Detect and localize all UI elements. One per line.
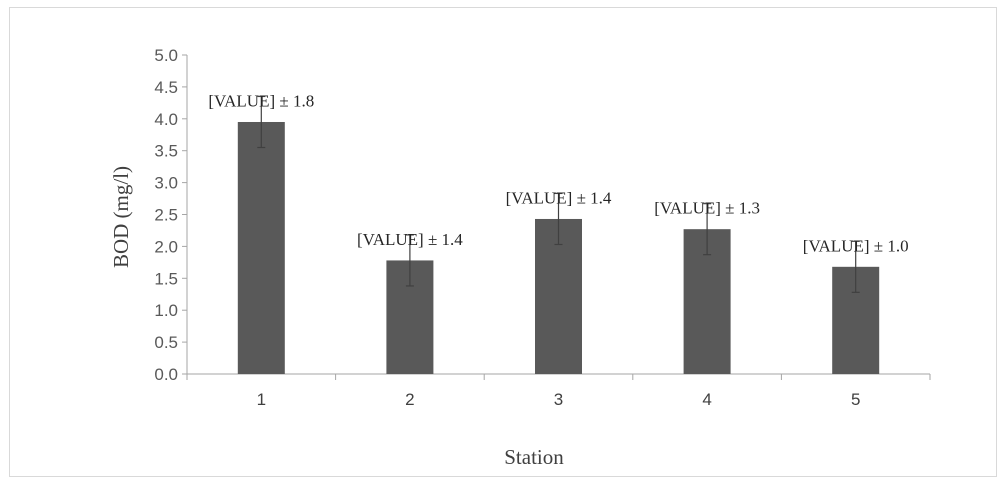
y-tick-label: 0.0 [154,365,178,384]
y-tick-label: 4.5 [154,78,178,97]
bar-station-1 [237,121,285,375]
y-tick-label: 3.0 [154,174,178,193]
data-label: [VALUE] ± 1.4 [506,188,612,207]
y-tick-label: 3.5 [154,142,178,161]
x-tick-label: 3 [554,390,563,409]
chart-frame [9,7,997,477]
plot-area: 0.0 0.5 1.0 1.5 2.0 2.5 3.0 3.5 4.0 4.5 5.0 [VALUE]… [154,46,931,409]
y-tick-label: 5.0 [154,46,178,65]
y-axis-title: BOD (mg/l) [109,166,133,268]
y-tick-label: 1.5 [154,269,178,288]
x-tick-label: 1 [257,390,266,409]
y-tick-label: 1.0 [154,301,178,320]
x-tick-label: 5 [851,390,860,409]
x-tick-label: 2 [405,390,414,409]
y-tick-label: 2.5 [154,206,178,225]
y-tick-label: 4.0 [154,110,178,129]
data-label: [VALUE] ± 1.8 [208,91,314,110]
data-label: [VALUE] ± 1.4 [357,230,463,249]
x-tick-label: 4 [702,390,711,409]
y-tick-label: 0.5 [154,333,178,352]
y-tick-label: 2.0 [154,237,178,256]
x-axis-title: Station [504,445,564,469]
data-label: [VALUE] ± 1.3 [654,199,760,218]
data-label: [VALUE] ± 1.0 [803,236,909,255]
